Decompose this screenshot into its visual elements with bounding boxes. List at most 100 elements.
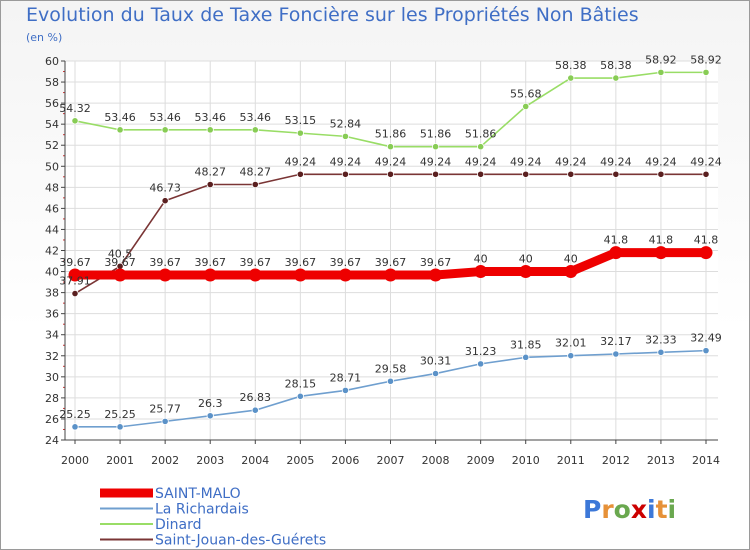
y-tick-label: 28 (45, 392, 59, 405)
y-tick-label: 34 (45, 329, 59, 342)
data-point (248, 268, 262, 282)
data-label: 29.58 (375, 362, 407, 375)
data-point (386, 170, 395, 178)
data-point (338, 268, 352, 282)
y-tick-label: 56 (45, 97, 59, 110)
data-labels-la-richardais: 25.25 25.25 25.77 26.3 26.83 28.15 28.71 29.58 3… (59, 332, 722, 421)
data-label: 52.84 (330, 117, 362, 130)
data-label: 39.67 (375, 256, 407, 269)
data-point (657, 348, 665, 356)
x-tick-label: 2007 (377, 454, 405, 467)
data-point (158, 268, 172, 282)
y-tick-label: 52 (45, 139, 59, 152)
data-point (251, 406, 259, 414)
data-label: 39.67 (330, 256, 362, 269)
y-tick-label: 54 (45, 118, 59, 131)
data-point (293, 268, 307, 282)
y-tick-label: 60 (45, 55, 59, 68)
y-tick-label: 42 (45, 245, 59, 258)
data-label: 40.5 (108, 247, 133, 260)
data-label: 58.92 (645, 53, 677, 66)
data-point (203, 268, 217, 282)
data-point (341, 132, 350, 140)
data-label: 39.67 (194, 256, 226, 269)
data-label: 49.24 (600, 155, 632, 168)
data-label: 53.46 (149, 111, 181, 124)
data-label: 41.8 (604, 234, 629, 247)
data-label: 49.24 (645, 155, 677, 168)
data-label: 51.86 (420, 128, 452, 141)
data-label: 32.49 (690, 332, 722, 345)
data-point (384, 268, 397, 282)
data-label: 28.71 (330, 371, 362, 384)
legend-label: SAINT-MALO (155, 486, 241, 502)
data-label: 41.8 (649, 234, 674, 247)
data-labels-dinard: 54.32 53.46 53.46 53.46 53.46 53.15 52.84 51.86… (59, 53, 722, 140)
logo-letter: t (656, 495, 668, 524)
data-point (429, 268, 443, 282)
y-tick-label: 30 (45, 371, 59, 384)
data-point (477, 170, 485, 178)
data-point (567, 352, 575, 360)
y-tick-label: 26 (45, 413, 59, 426)
logo-letter: o (614, 495, 631, 524)
data-point (341, 386, 350, 395)
x-tick-label: 2013 (647, 454, 675, 467)
data-point (206, 180, 214, 189)
data-point (702, 68, 710, 76)
y-tick-label: 40 (45, 266, 59, 279)
data-label: 53.46 (240, 111, 272, 124)
logo-letter: P (583, 495, 601, 524)
data-label: 49.24 (465, 155, 497, 168)
data-label: 49.24 (510, 155, 542, 168)
logo-letter: x (631, 495, 647, 524)
data-point (612, 350, 620, 358)
x-tick-label: 2014 (692, 454, 720, 467)
x-tick-label: 2008 (422, 454, 450, 467)
logo-letter: i (668, 495, 677, 524)
x-tick-label: 2004 (241, 454, 269, 467)
data-point (341, 170, 350, 178)
data-label: 53.46 (194, 111, 226, 124)
data-point (206, 126, 214, 134)
data-point (567, 170, 575, 178)
x-tick-label: 2011 (557, 454, 585, 467)
y-tick-label: 44 (45, 223, 59, 236)
data-label: 26.83 (240, 391, 272, 404)
y-tick-label: 38 (45, 287, 59, 300)
data-label: 49.24 (420, 155, 452, 168)
data-point (296, 129, 304, 137)
data-label: 49.24 (555, 155, 587, 168)
data-point (71, 423, 79, 431)
data-label: 32.17 (600, 335, 632, 348)
data-point (296, 170, 304, 178)
data-point (657, 68, 665, 76)
data-label: 37.91 (59, 275, 91, 288)
data-label: 49.24 (285, 155, 317, 168)
proxiti-logo: Proxiti (583, 495, 676, 524)
series-saint-malo (68, 246, 713, 282)
data-label: 55.68 (510, 87, 542, 100)
legend-label: Dinard (155, 517, 202, 533)
x-tick-label: 2012 (602, 454, 630, 467)
y-tick-label: 24 (45, 434, 59, 447)
data-point (71, 117, 79, 125)
data-point (71, 289, 79, 298)
data-label: 31.23 (465, 345, 497, 358)
data-point (161, 126, 169, 134)
data-point (612, 74, 620, 82)
data-label: 40 (474, 253, 488, 266)
data-label: 32.33 (645, 333, 677, 346)
x-tick-label: 2005 (286, 454, 314, 467)
x-tick-label: 2000 (61, 454, 89, 467)
data-point (702, 347, 710, 355)
data-point (251, 126, 259, 134)
data-label: 49.24 (330, 155, 362, 168)
data-point (161, 417, 169, 425)
y-tick-label: 32 (45, 350, 59, 363)
data-point (477, 143, 485, 151)
logo-letter: r (601, 495, 614, 524)
data-point (161, 197, 169, 205)
data-point (522, 353, 530, 361)
